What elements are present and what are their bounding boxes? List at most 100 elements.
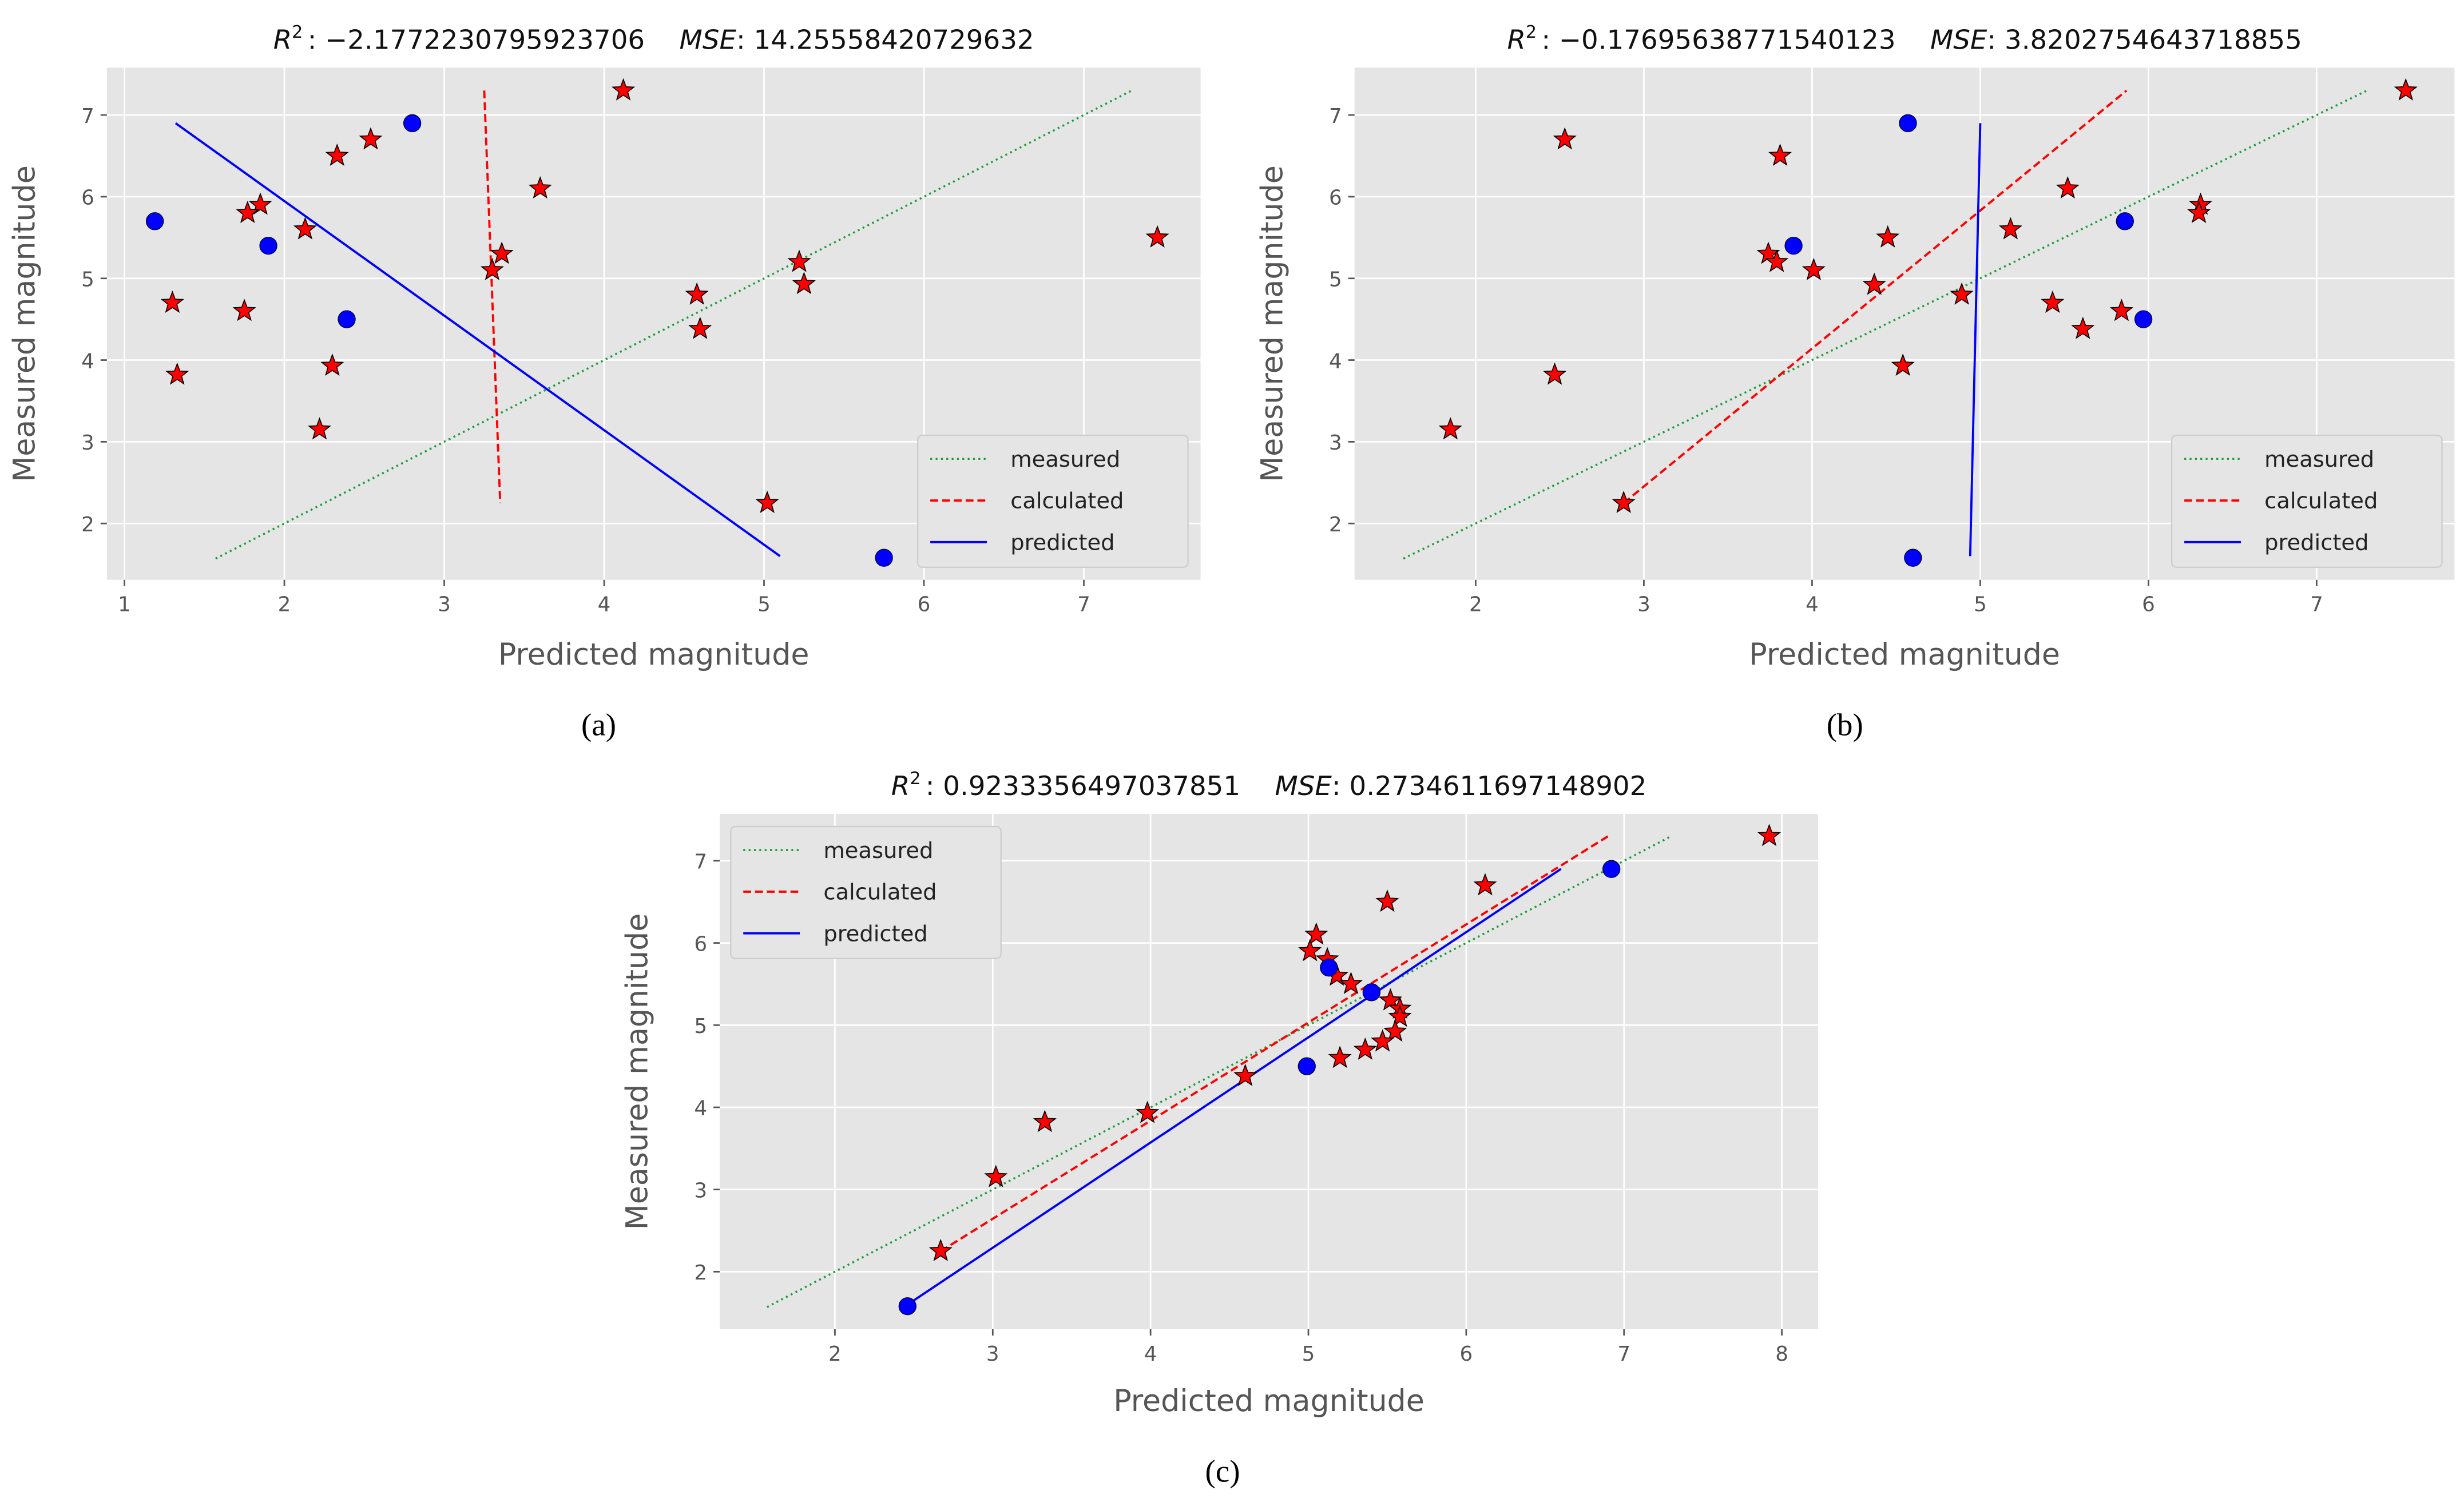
y-tick-label: 4 xyxy=(694,1097,707,1120)
y-tick-label: 4 xyxy=(81,349,94,373)
x-tick-label: 4 xyxy=(1806,593,1819,617)
measured-point-star xyxy=(1353,1037,1377,1060)
r-squared-exponent: 2 xyxy=(910,769,920,789)
r-squared-value: : −0.17695638771540123 xyxy=(1541,25,1895,55)
measured-point-star xyxy=(688,316,712,339)
measured-point-star xyxy=(320,353,344,376)
y-tick-label: 6 xyxy=(694,932,707,956)
predicted-line xyxy=(174,122,781,557)
measured-point-star xyxy=(160,291,184,313)
measured-point-star xyxy=(1328,1046,1352,1068)
predicted-point-circle xyxy=(1784,236,1803,255)
measured-point-star xyxy=(1033,1110,1057,1132)
x-axis-label: Predicted magnitude xyxy=(1749,638,2060,672)
y-axis-label: Measured magnitude xyxy=(7,165,42,482)
measured-point-star xyxy=(1757,824,1781,847)
r-squared-exponent: 2 xyxy=(1526,22,1537,42)
legend-label-calculated: calculated xyxy=(823,880,937,905)
legend-label-calculated: calculated xyxy=(2264,488,2378,514)
predicted-point-circle xyxy=(1362,983,1381,1002)
x-tick-label: 7 xyxy=(2310,593,2323,617)
y-tick-label: 5 xyxy=(1329,268,1342,291)
x-tick-label: 3 xyxy=(438,593,451,617)
measured-point-star xyxy=(1891,353,1915,376)
predicted-point-circle xyxy=(875,549,893,567)
measured-point-star xyxy=(1233,1063,1257,1086)
y-tick-label: 6 xyxy=(1329,186,1342,210)
measured-point-star xyxy=(1375,889,1399,912)
x-tick-label: 5 xyxy=(1302,1342,1315,1366)
measured-point-star xyxy=(1765,249,1789,272)
y-tick-label: 2 xyxy=(1329,513,1342,537)
measured-point-star xyxy=(792,272,816,295)
y-tick-label: 3 xyxy=(81,431,94,455)
legend: measured calculated predicted xyxy=(2171,434,2443,568)
measured-point-star xyxy=(325,143,349,166)
legend-box xyxy=(730,825,1002,959)
predicted-point-circle xyxy=(1602,860,1621,878)
measured-point-star xyxy=(1768,143,1792,166)
measured-point-star xyxy=(1136,1100,1160,1123)
y-tick-label: 2 xyxy=(694,1261,707,1285)
predicted-point-circle xyxy=(1298,1057,1316,1075)
r-squared-value: : 0.9233356497037851 xyxy=(926,771,1240,802)
legend-label-measured: measured xyxy=(1010,447,1120,472)
predicted-point-circle xyxy=(1899,114,1917,133)
x-tick-label: 2 xyxy=(1469,593,1482,617)
mse-symbol: MSE xyxy=(1275,771,1332,802)
measured-point-star xyxy=(1862,272,1886,295)
panel-label: (c) xyxy=(1205,1453,1240,1488)
x-tick-label: 3 xyxy=(1637,593,1650,617)
measured-point-star xyxy=(528,176,552,199)
predicted-point-circle xyxy=(898,1297,916,1316)
x-tick-label: 5 xyxy=(757,593,771,617)
calculated-line xyxy=(1622,89,2128,504)
x-axis-label: Predicted magnitude xyxy=(1113,1384,1425,1418)
measured-point-star xyxy=(929,1238,953,1261)
measured-point-star xyxy=(2056,176,2080,199)
measured-point-star xyxy=(165,362,189,385)
measured-point-star xyxy=(490,241,514,264)
measured-line xyxy=(1403,89,2368,560)
measured-point-star xyxy=(612,78,636,101)
legend: measured calculated predicted xyxy=(730,825,1002,959)
measured-point-star xyxy=(2187,200,2211,223)
measured-point-star xyxy=(2041,291,2065,313)
measured-point-star xyxy=(1145,225,1169,248)
y-tick-label: 2 xyxy=(81,513,94,537)
measured-point-star xyxy=(1304,922,1328,945)
y-tick-label: 7 xyxy=(81,105,94,128)
predicted-point-circle xyxy=(2134,310,2153,328)
measured-point-star xyxy=(787,249,811,272)
predicted-point-circle xyxy=(1904,549,1922,567)
measured-point-star xyxy=(308,417,332,440)
measured-line xyxy=(766,835,1672,1308)
legend-box xyxy=(2171,434,2443,568)
legend-label-calculated: calculated xyxy=(1010,488,1124,514)
measured-point-star xyxy=(1876,225,1900,248)
r-squared-symbol: R xyxy=(273,25,292,55)
mse-value: : 14.25558420729632 xyxy=(736,25,1034,55)
x-tick-label: 8 xyxy=(1775,1342,1788,1366)
predicted-point-circle xyxy=(338,310,356,328)
subplot-c: 2 3 4 5 6 7 8 2 3 4 5 6 7 measured calculated predicted… xyxy=(621,769,1819,1488)
legend: measured calculated predicted xyxy=(917,434,1189,568)
measured-point-star xyxy=(1553,127,1577,150)
mse-symbol: MSE xyxy=(680,25,737,55)
subplot-title: R2: 0.9233356497037851 MSE: 0.27346116971… xyxy=(891,769,1647,802)
x-tick-label: 2 xyxy=(278,593,291,617)
measured-point-star xyxy=(1950,282,1974,305)
measured-point-star xyxy=(480,257,504,280)
calculated-line xyxy=(940,835,1609,1253)
legend-label-predicted: predicted xyxy=(1010,530,1114,556)
legend-label-measured: measured xyxy=(2264,447,2374,472)
measured-point-star xyxy=(1388,1004,1412,1027)
r-squared-exponent: 2 xyxy=(292,22,303,42)
x-tick-label: 4 xyxy=(598,593,611,617)
mse-value: : 0.2734611697148902 xyxy=(1332,771,1646,802)
y-tick-label: 5 xyxy=(81,268,94,291)
predicted-point-circle xyxy=(1320,959,1338,977)
predicted-line xyxy=(1969,123,1982,557)
y-tick-label: 4 xyxy=(1329,349,1342,373)
